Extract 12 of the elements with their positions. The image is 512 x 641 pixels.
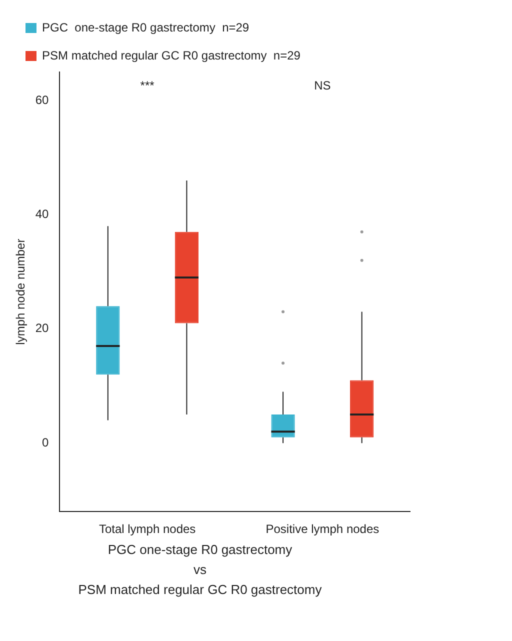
y-tick-label: 60 bbox=[35, 92, 50, 107]
legend-label: PGC one-stage R0 gastrectomy n=29 bbox=[42, 20, 250, 34]
x-tick-label: Total lymph nodes bbox=[98, 522, 196, 536]
x-tick-label: Positive lymph nodes bbox=[266, 522, 380, 536]
annotation: NS bbox=[314, 78, 331, 92]
y-axis-title: lymph node number bbox=[14, 238, 28, 345]
x-axis-title: PGC one-stage R0 gastrectomy vs PSM matched regular GC R0 gastrectomy bbox=[77, 541, 323, 599]
y-tick-label: 40 bbox=[35, 207, 50, 222]
y-tick-label: 20 bbox=[35, 321, 50, 336]
legend-label: PSM matched regular GC R0 gastrectomy n=29 bbox=[42, 48, 301, 62]
y-tick-label: 0 bbox=[42, 435, 50, 450]
annotation: *** bbox=[140, 78, 155, 92]
